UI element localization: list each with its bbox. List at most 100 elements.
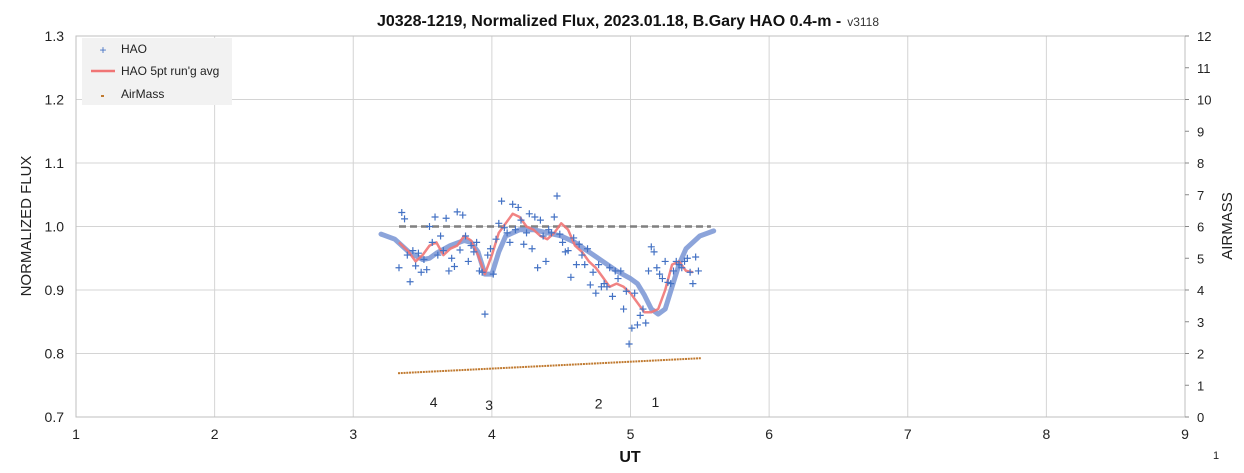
hao-data-point [633, 321, 641, 329]
airmass-point [638, 360, 641, 363]
hao-data-point [667, 280, 675, 288]
y2-tick-label: 4 [1197, 283, 1204, 298]
airmass-point [555, 364, 558, 367]
x-tick-label: 8 [1042, 426, 1050, 442]
airmass-point [442, 369, 445, 372]
y2-tick-label: 7 [1197, 188, 1204, 203]
hao-data-point [456, 246, 464, 254]
airmass-point [511, 366, 514, 369]
x-tick-label: 9 [1181, 426, 1189, 442]
airmass-point [577, 363, 580, 366]
hao-data-point [628, 324, 636, 332]
airmass-point [569, 363, 572, 366]
airmass-point [643, 360, 646, 363]
hao-data-point [489, 270, 497, 278]
airmass-point [533, 365, 536, 368]
hao-data-point [578, 251, 586, 259]
airmass-point [453, 369, 456, 372]
airmass-point [458, 369, 461, 372]
hao-data-point [592, 289, 600, 297]
airmass-point [585, 362, 588, 365]
airmass-point [607, 361, 610, 364]
hao-data-point [403, 251, 411, 259]
airmass-point [662, 359, 665, 362]
annotation-label: 2 [595, 396, 603, 412]
airmass-point [693, 357, 696, 360]
airmass-point [547, 364, 550, 367]
hao-data-point [656, 270, 664, 278]
airmass-point [657, 359, 660, 362]
hao-data-point [603, 283, 611, 291]
y-axis-ticks: 0.7 0.8 0.9 1.0 1.1 1.2 1.3 [45, 28, 65, 425]
hao-data-point [650, 248, 658, 256]
hao-data-point [473, 238, 481, 246]
hao-data-point [464, 257, 472, 265]
hao-data-point [658, 275, 666, 283]
y2-tick-label: 12 [1197, 29, 1211, 44]
hao-data-point [517, 216, 525, 224]
airmass-point [563, 363, 566, 366]
airmass-point [646, 359, 649, 362]
hao-data-point [481, 310, 489, 318]
airmass-point [513, 366, 516, 369]
airmass-point [566, 363, 569, 366]
airmass-point [571, 363, 574, 366]
airmass-point [472, 368, 475, 371]
x-axis-ticks: 1 2 3 4 5 6 7 8 9 [72, 426, 1189, 442]
y2-tick-label: 6 [1197, 220, 1204, 235]
hao-data-point [534, 264, 542, 272]
airmass-point [480, 368, 483, 371]
hao-data-point [528, 245, 536, 253]
hao-data-point [431, 213, 439, 221]
hao-data-point [500, 224, 508, 232]
airmass-point [530, 365, 533, 368]
hao-data-point [409, 247, 417, 255]
hao-data-point [445, 267, 453, 275]
y-axis-label: NORMALIZED FLUX [18, 156, 35, 297]
airmass-point [439, 370, 442, 373]
hao-data-point [581, 261, 589, 269]
hao-data-point [689, 280, 697, 288]
hao-data-point [550, 213, 558, 221]
annotation-label: 3 [485, 397, 493, 413]
airmass-point [549, 364, 552, 367]
y2-tick-label: 1 [1197, 378, 1204, 393]
x-tick-label: 6 [765, 426, 773, 442]
hao-data-point [617, 267, 625, 275]
y2-tick-label: 8 [1197, 156, 1204, 171]
running-average-line [398, 212, 694, 314]
hao-data-point [556, 230, 564, 238]
hao-data-point [661, 257, 669, 265]
airmass-point [544, 364, 547, 367]
gridlines [76, 36, 1185, 417]
hao-data-point [683, 254, 691, 262]
airmass-point [618, 361, 621, 364]
airmass-point [403, 371, 406, 374]
y2-tick-label: 0 [1197, 410, 1204, 425]
x-tick-label: 3 [349, 426, 357, 442]
airmass-point [466, 368, 469, 371]
hao-data-point [420, 256, 428, 264]
airmass-point [676, 358, 679, 361]
airmass-point [690, 357, 693, 360]
y-tick-label: 0.7 [45, 409, 65, 425]
legend-airmass-marker [101, 95, 104, 97]
airmass-point [497, 367, 500, 370]
hao-data-point [450, 263, 458, 271]
airmass-point [422, 370, 425, 373]
legend: + HAO HAO 5pt run'g avg AirMass [82, 38, 232, 105]
airmass-point [560, 364, 563, 367]
hao-data-point [492, 235, 500, 243]
airmass-point [414, 371, 417, 374]
hao-data-point [462, 232, 470, 240]
x-tick-label: 2 [211, 426, 219, 442]
hao-data-point [478, 268, 486, 276]
hao-data-point [514, 203, 522, 211]
airmass-point [582, 363, 585, 366]
airmass-point [685, 357, 688, 360]
airmass-point [469, 368, 472, 371]
airmass-point [613, 361, 616, 364]
airmass-point [425, 370, 428, 373]
y2-tick-label: 3 [1197, 315, 1204, 330]
